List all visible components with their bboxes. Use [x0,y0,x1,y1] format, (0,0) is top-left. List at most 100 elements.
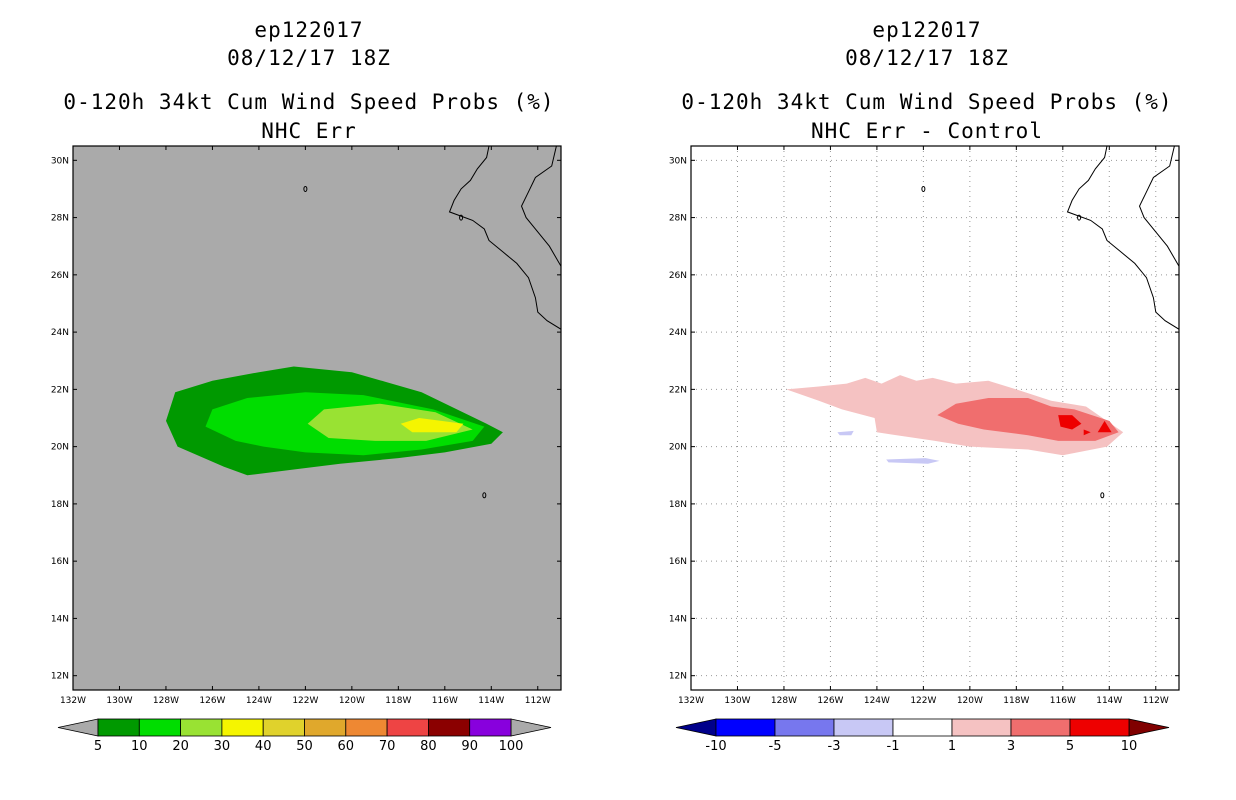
x-tick-label: 116W [1050,696,1076,706]
colorbar-label: 60 [338,739,355,754]
x-tick-label: 114W [478,696,504,706]
colorbar-label: 10 [131,739,148,754]
colorbar-swatch [138,718,182,737]
y-tick-label: 26N [51,271,69,281]
x-tick-label: 126W [817,696,843,706]
island-outline [1100,492,1105,499]
y-tick-label: 14N [51,614,69,624]
x-tick-label: 118W [385,696,411,706]
x-tick-label: 130W [724,696,750,706]
colorbar-label: -5 [769,739,782,754]
coastline-pacific [1066,146,1179,330]
x-tick-label: 114W [1096,696,1122,706]
colorbar-swatch [833,718,894,737]
island-outline [459,214,464,221]
y-tick-label: 28N [669,214,687,224]
island-outline [482,492,487,499]
x-tick-label: 126W [199,696,225,706]
colorbar-label: 70 [379,739,396,754]
colorbar-swatch [304,718,347,737]
colorbar-swatch [1010,718,1071,737]
colorbar-swatch [345,718,388,737]
colorbar-swatch [469,718,512,737]
y-tick-label: 20N [51,443,69,453]
x-tick-label: 122W [910,696,936,706]
colorbar-swatch [951,718,1012,737]
x-tick-label: 122W [292,696,318,706]
colorbar-label: 20 [172,739,189,754]
colorbar-swatch [715,718,776,737]
island-outline [303,185,308,192]
x-tick-label: 124W [246,696,272,706]
contour-level-neg1 [886,458,940,464]
colorbar-label: 40 [255,739,272,754]
plot-frame [72,145,562,691]
colorbar-label: -10 [705,739,726,754]
y-tick-label: 12N [51,672,69,682]
colorbar-label: 5 [1066,739,1074,754]
datetime-title: 08/12/17 18Z [227,46,391,70]
x-tick-label: 132W [60,696,86,706]
coastline-gulf [520,146,561,333]
y-tick-label: 28N [51,214,69,224]
colorbar-swatch [892,718,953,737]
x-tick-label: 120W [957,696,983,706]
colorbar-label: 100 [499,739,524,754]
colorbar-label: -3 [828,739,841,754]
contour-level-neg1 [837,430,854,436]
x-tick-label: 132W [678,696,704,706]
storm-id-title: ep122017 [872,18,982,42]
x-tick-label: 120W [339,696,365,706]
colorbar-label: 90 [461,739,478,754]
colorbar-swatch [1069,718,1130,737]
chart-subtitle: NHC Err [261,119,357,143]
colorbar-swatch [180,718,223,737]
colorbar-over-arrow [510,718,552,737]
y-tick-label: 24N [51,328,69,338]
y-tick-label: 20N [669,443,687,453]
colorbar-swatch [774,718,835,737]
colorbar-swatch [262,718,305,737]
colorbar-swatch [427,718,471,737]
x-tick-label: 112W [525,696,551,706]
contour-level-3 [937,398,1119,441]
y-tick-label: 16N [669,557,687,567]
right-panel: ep122017 08/12/17 18Z 0-120h 34kt Cum Wi… [618,0,1236,800]
plot-frame [690,145,1180,691]
x-tick-label: 118W [1003,696,1029,706]
colorbar-label: 50 [296,739,313,754]
colorbar-label: 3 [1007,739,1015,754]
island-outline [1077,214,1082,221]
datetime-title: 08/12/17 18Z [845,46,1009,70]
y-tick-label: 22N [669,385,687,395]
storm-id-title: ep122017 [254,18,364,42]
y-tick-label: 22N [51,385,69,395]
y-tick-label: 18N [51,500,69,510]
y-tick-label: 18N [669,500,687,510]
x-tick-label: 116W [432,696,458,706]
colorbar-label: 10 [1121,739,1138,754]
chart-title: 0-120h 34kt Cum Wind Speed Probs (%) [63,90,555,114]
map-chart-left: 132W 130W 128W 126W 124W 122W 120W 118W 116W 114W… [51,145,562,754]
island-outline [921,185,926,192]
colorbar-under-arrow [57,718,99,737]
colorbar-label: 30 [214,739,231,754]
y-tick-label: 26N [669,271,687,281]
colorbar-swatch [221,718,264,737]
contour-level-5 [1058,415,1082,430]
chart-subtitle: NHC Err - Control [811,119,1043,143]
contour-level-30 [400,418,464,433]
left-panel: ep122017 08/12/17 18Z 0-120h 34kt Cum Wi… [51,18,562,754]
map-chart-right: 132W 130W 128W 126W 124W 122W 120W 118W 116W 114W… [669,145,1180,754]
contour-level-5 [1097,420,1112,433]
y-tick-label: 14N [669,614,687,624]
x-tick-label: 130W [106,696,132,706]
chart-title: 0-120h 34kt Cum Wind Speed Probs (%) [681,90,1173,114]
coastline-gulf [1138,146,1179,333]
colorbar-label: 80 [420,739,437,754]
y-tick-label: 16N [51,557,69,567]
colorbar-label: -1 [887,739,900,754]
colorbar-swatch [386,718,429,737]
colorbar-under-arrow [675,718,717,737]
colorbar-swatch [97,718,140,737]
